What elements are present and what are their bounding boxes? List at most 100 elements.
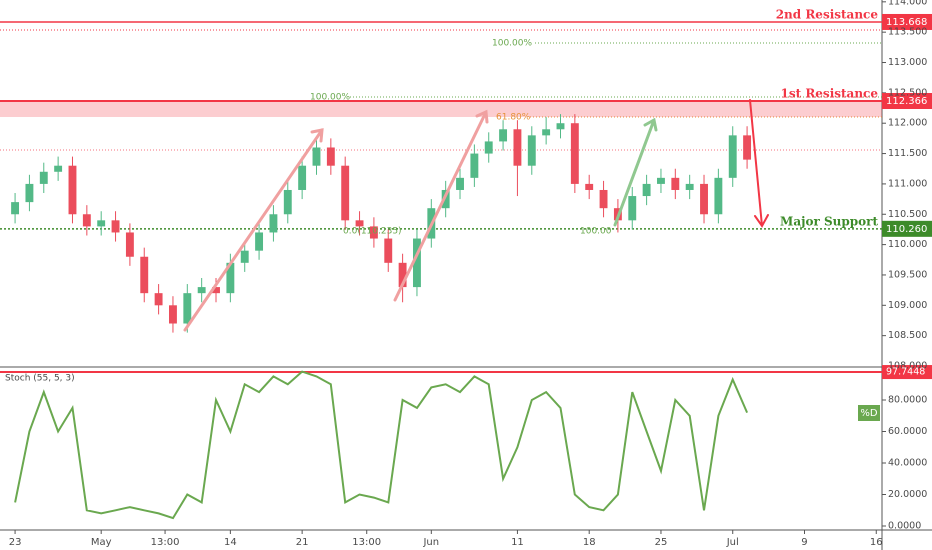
marks [0,114,932,520]
candle-body [728,135,737,178]
arrow [183,128,324,332]
candle-body [499,129,508,142]
candle-body [441,189,450,209]
candle-body [513,129,522,166]
candle-body [11,202,20,215]
x-tick-label: May [91,537,112,548]
candle-body [413,238,421,288]
candle-body [671,177,680,190]
candle-body [269,214,278,233]
candle-body [111,220,120,233]
price-tag-label: 112.366 [886,96,927,107]
price-tag [882,220,932,237]
y2-tick-label: 0.0000 [888,521,921,532]
candle-body [39,171,48,184]
candle-body [384,238,393,263]
y-tick-label: 114.000 [888,0,927,7]
price-tag [882,13,932,30]
y-tick-label: 110.500 [888,209,927,220]
y-tick-label: 108.000 [888,361,927,372]
candle-body [527,135,536,166]
y-tick-label: 113.000 [888,57,927,68]
fib-label: 100.00 [580,227,612,237]
legend-box [858,405,880,421]
candle-body [599,189,608,209]
trend-arrows [183,99,769,332]
y-tick-label: 110.000 [888,239,927,250]
candle-body [212,287,220,294]
x-tick-label: 14 [224,537,237,548]
candle-body [326,147,335,166]
candle-body [54,165,63,172]
candle-body [398,262,407,288]
y-tick-label: 108.500 [888,330,927,341]
candle-body [312,147,321,166]
candle-body [298,165,307,190]
x-tick-label: 23 [9,537,22,548]
candle-body [685,183,694,190]
candle-body [240,250,249,263]
level-name: 1st Resistance [781,86,879,100]
candle-body [154,293,163,306]
price-tag-label: 97.7448 [886,367,925,378]
arrow [749,99,769,228]
candle-body [585,183,594,190]
candle-body [542,129,551,136]
candle-body [169,305,177,324]
indicator-name: Stoch (55, 5, 3) [5,374,75,384]
x-tick-label: 9 [801,537,807,548]
x-tick-label: 21 [296,537,309,548]
candle-body [556,123,565,130]
level-name: 2nd Resistance [776,7,879,21]
candle-body [125,232,134,257]
y-tick-label: 112.000 [888,118,927,129]
x-tick-label: 18 [583,537,596,548]
y2-tick-label: 20.0000 [888,489,927,500]
candle-body [283,189,292,215]
candle-body [355,220,364,227]
candle-body [140,256,149,294]
candle-body [226,262,235,294]
y2-tick-label: 60.0000 [888,426,927,437]
y-tick-label: 111.000 [888,178,927,189]
fib-label: 100.00% [310,93,350,103]
x-tick-label: 16 [870,537,883,548]
x-tick-label: 11 [511,537,524,548]
x-tick-label: Jul [726,537,739,548]
candle-body [743,135,752,160]
candle-body [255,232,264,251]
price-tag-label: 113.668 [886,17,927,28]
x-tick-label: 13:00 [352,537,381,548]
candle-body [642,183,651,197]
fib-label: 61.80% [496,113,531,123]
candle-body [484,141,493,154]
price-tag [882,365,932,380]
candle-body [714,177,723,215]
candle-body [456,177,464,190]
candle-body [657,177,665,184]
y-tick-label: 109.000 [888,300,927,311]
candle-body [97,220,106,227]
candle-body [628,196,637,221]
x-tick-label: Jun [422,537,439,548]
y2-tick-label: 80.0000 [888,395,927,406]
fib-label: 100.00% [492,39,532,49]
price-tag [882,92,932,109]
candle-body [183,293,192,324]
candle-body [700,183,708,215]
candle-body [369,226,378,239]
candle-body [68,165,77,215]
y-tick-label: 109.500 [888,269,927,280]
candle-body [341,165,350,221]
resistance-zone [0,100,882,117]
price-tag-label: 110.260 [886,224,927,235]
y-tick-label: 112.500 [888,87,927,98]
y-tick-label: 113.500 [888,27,927,38]
x-tick-label: 25 [655,537,668,548]
candle-body [470,153,479,178]
level-name: Major Support [780,214,878,228]
indicator-line [14,370,749,520]
